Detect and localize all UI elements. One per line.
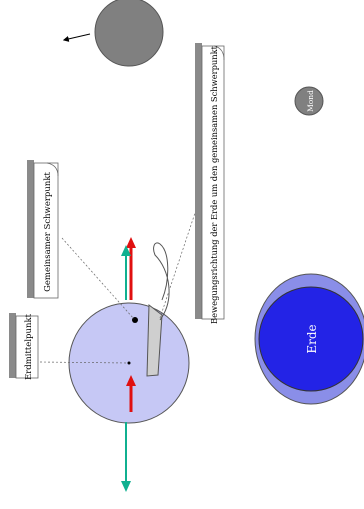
barycenter-dot [132,317,138,323]
tidal-bulge-shape [146,304,163,377]
label-erdmittelpunkt: Erdmittelpunkt [9,313,39,380]
teal-arrowhead-top [121,245,131,256]
earth-center-dot [127,361,131,365]
label-schwerpunkt-text: Gemeinsamer Schwerpunkt [43,172,53,292]
moon-small-circle [294,86,324,116]
label-schwerpunkt: Gemeinsamer Schwerpunkt [27,160,59,299]
label-bewegung: Bewegungsrichtung der Erde um den gemein… [195,43,225,324]
label-erdmittelpunkt-text: Erdmittelpunkt [24,313,34,380]
red-arrowhead-top [126,237,136,248]
moon-small-label: Mond [306,90,315,112]
earth-right-label: Erde [305,324,319,353]
leader-bewegung [159,209,197,319]
earth-circle-right [258,286,364,392]
label-bewegung-text: Bewegungsrichtung der Erde um den gemein… [209,45,219,324]
leader-schwerpunkt [61,237,135,320]
moon-top-circle [94,0,164,67]
orbit-arc [153,242,170,321]
moon-motion-arrow [62,33,91,42]
leader-erdmittelpunkt [39,361,129,364]
red-arrowhead-bottom [126,375,136,386]
teal-arrowhead-bottom [121,481,131,492]
